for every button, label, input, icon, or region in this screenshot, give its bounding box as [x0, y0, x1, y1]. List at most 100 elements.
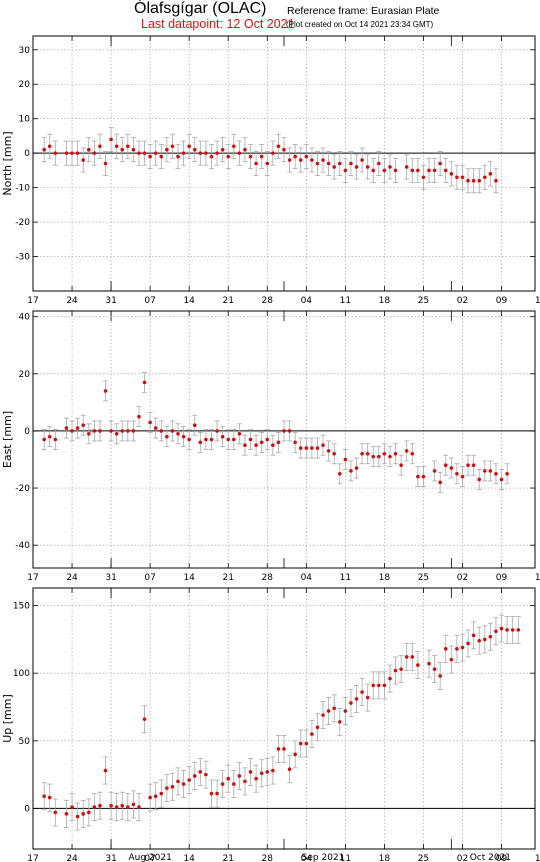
- data-point: [125, 133, 131, 159]
- data-point: [264, 429, 270, 450]
- data-point: [214, 779, 220, 808]
- data-point: [47, 783, 53, 812]
- data-point: [359, 147, 365, 173]
- x-tick-label: 09: [496, 854, 508, 862]
- x-tick-label: 31: [105, 573, 116, 583]
- data-point: [381, 157, 387, 183]
- data-point: [415, 157, 421, 183]
- data-point: [432, 655, 438, 684]
- data-point: [75, 417, 81, 439]
- data-point: [482, 625, 488, 654]
- y-axis-title: North [mm]: [1, 131, 14, 195]
- data-point: [153, 140, 159, 166]
- data-point: [365, 443, 371, 465]
- data-point: [465, 629, 471, 658]
- data-point: [175, 423, 181, 445]
- data-point: [197, 757, 203, 786]
- x-tick-label: 18: [379, 573, 391, 583]
- data-point: [136, 140, 142, 166]
- data-point: [142, 371, 148, 393]
- data-point: [387, 664, 393, 693]
- data-point: [409, 157, 415, 183]
- x-tick-label: 16: [535, 573, 540, 583]
- data-point: [80, 147, 86, 173]
- data-point: [292, 740, 298, 769]
- data-point: [370, 446, 376, 468]
- x-tick-label: 17: [27, 573, 38, 583]
- data-point: [91, 420, 97, 442]
- x-tick-label: 28: [262, 573, 274, 583]
- data-point: [86, 423, 92, 445]
- x-tick-label: 24: [66, 854, 78, 862]
- data-point: [63, 140, 69, 166]
- x-tick-label: 04: [301, 854, 313, 862]
- data-point: [443, 157, 449, 183]
- data-point: [393, 443, 399, 465]
- data-point: [459, 466, 465, 488]
- month-label: Aug 2021: [128, 853, 171, 862]
- data-point: [393, 157, 399, 183]
- data-point: [186, 133, 192, 159]
- data-point: [181, 426, 187, 448]
- data-point: [326, 697, 332, 725]
- data-point: [41, 429, 47, 450]
- data-point: [136, 793, 142, 822]
- data-point: [236, 423, 242, 445]
- data-point: [186, 429, 192, 450]
- x-tick-label: 31: [105, 854, 116, 862]
- data-point: [242, 434, 248, 456]
- y-axis-title: Up [mm]: [1, 694, 14, 743]
- x-tick-label: 11: [340, 296, 351, 306]
- data-point: [320, 701, 326, 730]
- data-point: [298, 437, 304, 459]
- data-point: [298, 147, 304, 173]
- data-point: [365, 683, 371, 712]
- data-point: [287, 420, 293, 442]
- data-point: [52, 140, 58, 166]
- data-point: [309, 720, 315, 748]
- reference-frame-label: Reference frame: Eurasian Plate: [287, 5, 440, 17]
- data-point: [248, 144, 254, 170]
- data-point: [370, 671, 376, 700]
- data-point: [348, 689, 354, 717]
- station-title: Ólafsgígar (OLAC): [134, 0, 267, 17]
- data-point: [465, 454, 471, 476]
- data-point: [482, 460, 488, 482]
- y-tick-label: 10: [19, 115, 31, 125]
- x-tick-label: 02: [457, 573, 468, 583]
- data-point: [242, 767, 248, 796]
- data-point: [432, 460, 438, 482]
- data-point: [320, 147, 326, 173]
- data-point: [142, 705, 148, 734]
- data-point: [41, 137, 47, 163]
- data-point: [259, 759, 265, 788]
- data-point: [220, 770, 226, 799]
- data-point: [108, 126, 114, 152]
- x-tick-label: 31: [105, 296, 116, 306]
- data-point: [376, 446, 382, 468]
- x-tick-label: 14: [183, 854, 195, 862]
- data-point: [147, 783, 153, 812]
- data-point: [331, 154, 337, 180]
- data-point: [292, 431, 298, 453]
- data-point: [158, 144, 164, 170]
- x-tick-label: 24: [66, 296, 78, 306]
- y-tick-label: 50: [19, 737, 31, 747]
- data-point: [426, 157, 432, 183]
- data-point: [175, 144, 181, 170]
- data-point: [409, 443, 415, 465]
- y-tick-label: 0: [24, 427, 30, 437]
- y-tick-label: 30: [19, 46, 31, 56]
- data-point: [404, 154, 410, 180]
- data-point: [130, 420, 136, 442]
- data-point: [248, 429, 254, 450]
- data-point: [454, 463, 460, 485]
- x-tick-label: 18: [379, 854, 391, 862]
- y-tick-label: 20: [19, 370, 31, 380]
- data-point: [303, 144, 309, 170]
- x-tick-label: 11: [340, 854, 351, 862]
- data-point: [303, 437, 309, 459]
- data-point: [376, 671, 382, 700]
- data-point: [119, 420, 125, 442]
- y-tick-label: 20: [19, 80, 31, 90]
